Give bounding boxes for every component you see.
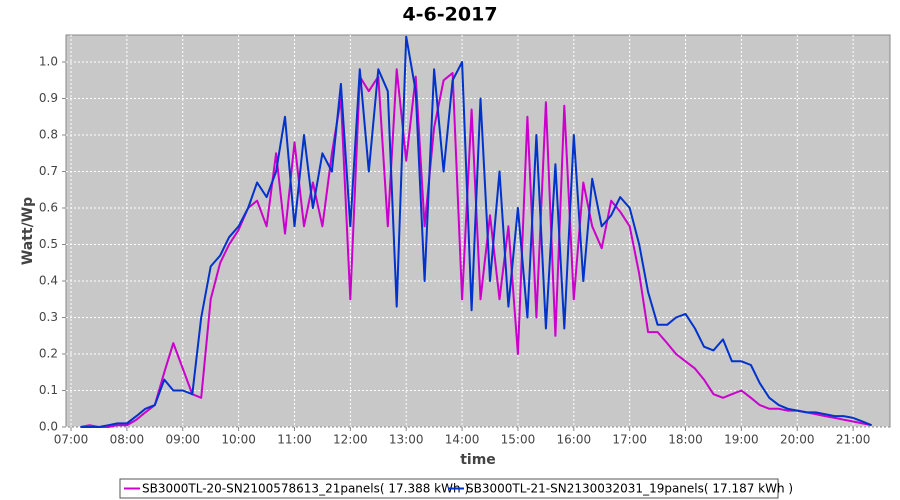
x-tick-label: 11:00 bbox=[277, 433, 312, 447]
y-tick-label: 0.6 bbox=[39, 201, 58, 215]
y-tick-label: 0.1 bbox=[39, 383, 58, 397]
x-tick-label: 12:00 bbox=[333, 433, 368, 447]
x-tick-label: 19:00 bbox=[724, 433, 759, 447]
y-tick-label: 0.2 bbox=[39, 347, 58, 361]
x-tick-label: 17:00 bbox=[612, 433, 647, 447]
y-tick-label: 0.3 bbox=[39, 310, 58, 324]
x-tick-label: 16:00 bbox=[557, 433, 592, 447]
y-tick-label: 0.7 bbox=[39, 164, 58, 178]
x-tick-label: 07:00 bbox=[54, 433, 89, 447]
legend-label: SB3000TL-21-SN2130032031_19panels( 17.18… bbox=[466, 482, 793, 496]
y-tick-label: 0.0 bbox=[39, 420, 58, 434]
y-tick-label: 0.8 bbox=[39, 128, 58, 142]
x-tick-label: 15:00 bbox=[501, 433, 536, 447]
legend-label: SB3000TL-20-SN2100578613_21panels( 17.38… bbox=[142, 482, 469, 496]
x-tick-label: 14:00 bbox=[445, 433, 480, 447]
chart-title: 4-6-2017 bbox=[402, 4, 497, 26]
x-axis-label: time bbox=[460, 452, 496, 468]
series-line bbox=[80, 35, 872, 428]
x-tick-label: 10:00 bbox=[221, 433, 256, 447]
y-tick-label: 0.5 bbox=[39, 237, 58, 251]
y-tick-label: 0.4 bbox=[39, 274, 58, 288]
x-tick-label: 08:00 bbox=[110, 433, 145, 447]
y-tick-label: 0.9 bbox=[39, 91, 58, 105]
x-tick-label: 09:00 bbox=[165, 433, 200, 447]
x-tick-label: 20:00 bbox=[780, 433, 815, 447]
y-tick-label: 1.0 bbox=[39, 55, 58, 69]
y-axis-label: Watt/Wp bbox=[20, 197, 36, 265]
x-tick-label: 18:00 bbox=[668, 433, 703, 447]
x-tick-label: 13:00 bbox=[389, 433, 424, 447]
x-tick-label: 21:00 bbox=[836, 433, 871, 447]
